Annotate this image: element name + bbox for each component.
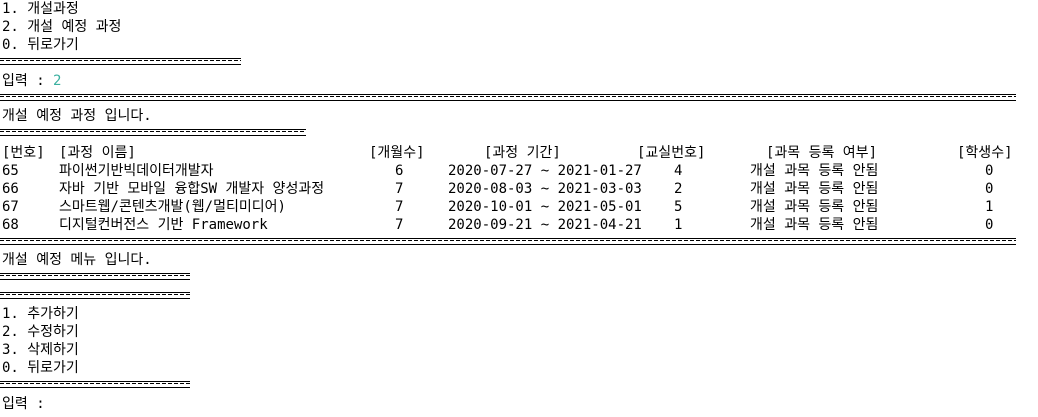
header-students: [학생수]: [957, 145, 1013, 161]
cell-months: 7: [395, 199, 404, 215]
cell-period: 2020-10-01 ~ 2021-05-01: [448, 199, 642, 215]
cell-months: 6: [395, 163, 404, 179]
divider: [0, 381, 190, 388]
cell-students: 0: [985, 163, 994, 179]
cell-classroom: 2: [674, 181, 683, 197]
input-label: 입력 :: [2, 396, 54, 412]
divider: [0, 94, 1016, 101]
cell-subject-registration: 개설 과목 등록 안됨: [750, 181, 879, 197]
header-number: [번호]: [2, 145, 45, 161]
input-label: 입력 :: [2, 73, 54, 89]
cell-course-name: 자바 기반 모바일 융합SW 개발자 양성과정: [59, 181, 325, 197]
cell-months: 7: [395, 181, 404, 197]
input-prompt-2[interactable]: 입력 :: [2, 395, 61, 413]
cell-period: 2020-08-03 ~ 2021-03-03: [448, 181, 642, 197]
cell-subject-registration: 개설 과목 등록 안됨: [750, 199, 879, 215]
cell-number: 67: [2, 199, 19, 215]
cell-students: 0: [985, 181, 994, 197]
cell-students: 0: [985, 217, 994, 233]
submenu-item-edit: 2. 수정하기: [2, 324, 79, 340]
cell-period: 2020-07-27 ~ 2021-01-27: [448, 163, 642, 179]
header-period: [과정 기간]: [484, 145, 561, 161]
input-prompt-1: 입력 : 2: [2, 72, 61, 90]
input-value: 2: [53, 73, 62, 89]
cell-number: 66: [2, 181, 19, 197]
cell-period: 2020-09-21 ~ 2021-04-21: [448, 217, 642, 233]
submenu-item-delete: 3. 삭제하기: [2, 342, 79, 358]
submenu-title: 개설 예정 메뉴 입니다.: [2, 252, 152, 268]
cell-students: 1: [985, 199, 994, 215]
cell-classroom: 1: [674, 217, 683, 233]
cell-number: 65: [2, 163, 19, 179]
header-course-name: [과정 이름]: [59, 145, 136, 161]
menu-item-planned-courses: 2. 개설 예정 과정: [2, 19, 122, 35]
cell-classroom: 5: [674, 199, 683, 215]
menu-item-open-courses: 1. 개설과정: [2, 1, 79, 17]
header-months: [개월수]: [369, 145, 425, 161]
menu-item-back: 0. 뒤로가기: [2, 37, 79, 53]
divider: [0, 273, 190, 280]
divider: [0, 58, 241, 65]
cell-course-name: 스마트웹/콘텐츠개발(웹/멀티미디어): [59, 199, 286, 215]
cell-subject-registration: 개설 과목 등록 안됨: [750, 163, 879, 179]
section-title: 개설 예정 과정 입니다.: [2, 108, 152, 124]
divider: [0, 129, 306, 136]
submenu-item-add: 1. 추가하기: [2, 306, 79, 322]
divider: [0, 238, 1016, 245]
submenu-item-back: 0. 뒤로가기: [2, 360, 79, 376]
divider: [0, 292, 190, 299]
cell-number: 68: [2, 217, 19, 233]
header-classroom: [교실번호]: [637, 145, 706, 161]
cell-months: 7: [395, 217, 404, 233]
cell-course-name: 디지털컨버전스 기반 Framework: [59, 217, 268, 233]
cell-subject-registration: 개설 과목 등록 안됨: [750, 217, 879, 233]
cell-classroom: 4: [674, 163, 683, 179]
cell-course-name: 파이썬기반빅데이터개발자: [59, 163, 214, 179]
header-subject-registration: [과목 등록 여부]: [766, 145, 877, 161]
